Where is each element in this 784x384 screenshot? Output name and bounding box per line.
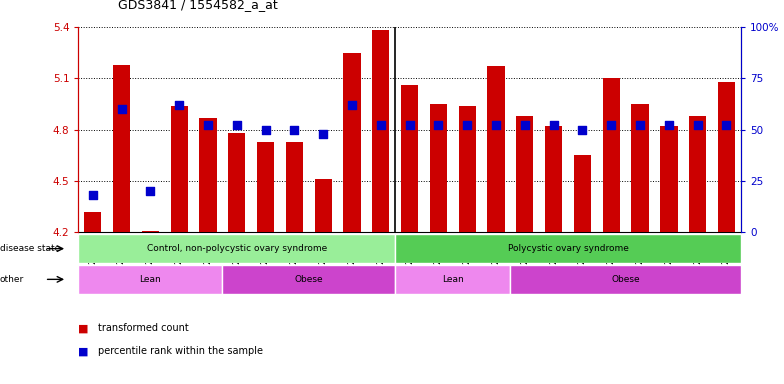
Bar (516, 116, 533, 232)
Bar (142, 231, 159, 232)
Bar (199, 118, 216, 232)
Point (720, 122, 733, 129)
Bar (78, 265, 223, 294)
Bar (395, 265, 510, 294)
Bar (574, 155, 591, 232)
Text: ■: ■ (78, 346, 89, 356)
Bar (257, 142, 274, 232)
Bar (430, 104, 447, 232)
Point (115, 106, 128, 112)
Text: ■: ■ (78, 323, 89, 333)
Text: Obese: Obese (295, 275, 323, 284)
Bar (286, 142, 303, 232)
Text: Lean: Lean (442, 275, 463, 284)
Point (173, 102, 186, 108)
Text: other: other (0, 275, 24, 284)
Bar (372, 30, 390, 232)
Bar (113, 65, 130, 232)
Bar (228, 133, 245, 232)
Bar (401, 85, 419, 232)
Bar (718, 82, 735, 232)
Point (461, 122, 474, 129)
Bar (223, 265, 395, 294)
Text: transformed count: transformed count (98, 323, 189, 333)
Text: Control, non-polycystic ovary syndrome: Control, non-polycystic ovary syndrome (147, 244, 327, 253)
Point (403, 122, 416, 129)
Point (490, 122, 503, 129)
Point (86, 192, 99, 199)
Text: percentile rank within the sample: percentile rank within the sample (98, 346, 263, 356)
Point (375, 122, 387, 129)
Bar (78, 234, 395, 263)
Point (201, 122, 214, 129)
Text: GDS3841 / 1554582_a_at: GDS3841 / 1554582_a_at (118, 0, 278, 12)
Bar (314, 179, 332, 232)
Text: Lean: Lean (140, 275, 162, 284)
Bar (631, 104, 648, 232)
Bar (395, 234, 741, 263)
Point (346, 102, 358, 108)
Text: disease state: disease state (0, 244, 60, 253)
Text: Obese: Obese (612, 275, 640, 284)
Point (144, 188, 157, 194)
Bar (459, 106, 476, 232)
Bar (603, 78, 620, 232)
Bar (171, 106, 188, 232)
Bar (510, 265, 741, 294)
Bar (488, 66, 505, 232)
Point (547, 122, 560, 129)
Bar (689, 116, 706, 232)
Point (576, 126, 589, 132)
Point (260, 126, 272, 132)
Point (605, 122, 618, 129)
Point (518, 122, 531, 129)
Point (317, 131, 329, 137)
Bar (84, 212, 101, 232)
Text: Polycystic ovary syndrome: Polycystic ovary syndrome (507, 244, 629, 253)
Bar (660, 126, 677, 232)
Bar (343, 53, 361, 232)
Point (691, 122, 704, 129)
Point (633, 122, 646, 129)
Bar (545, 126, 562, 232)
Point (289, 126, 301, 132)
Point (230, 122, 243, 129)
Point (432, 122, 445, 129)
Point (662, 122, 675, 129)
